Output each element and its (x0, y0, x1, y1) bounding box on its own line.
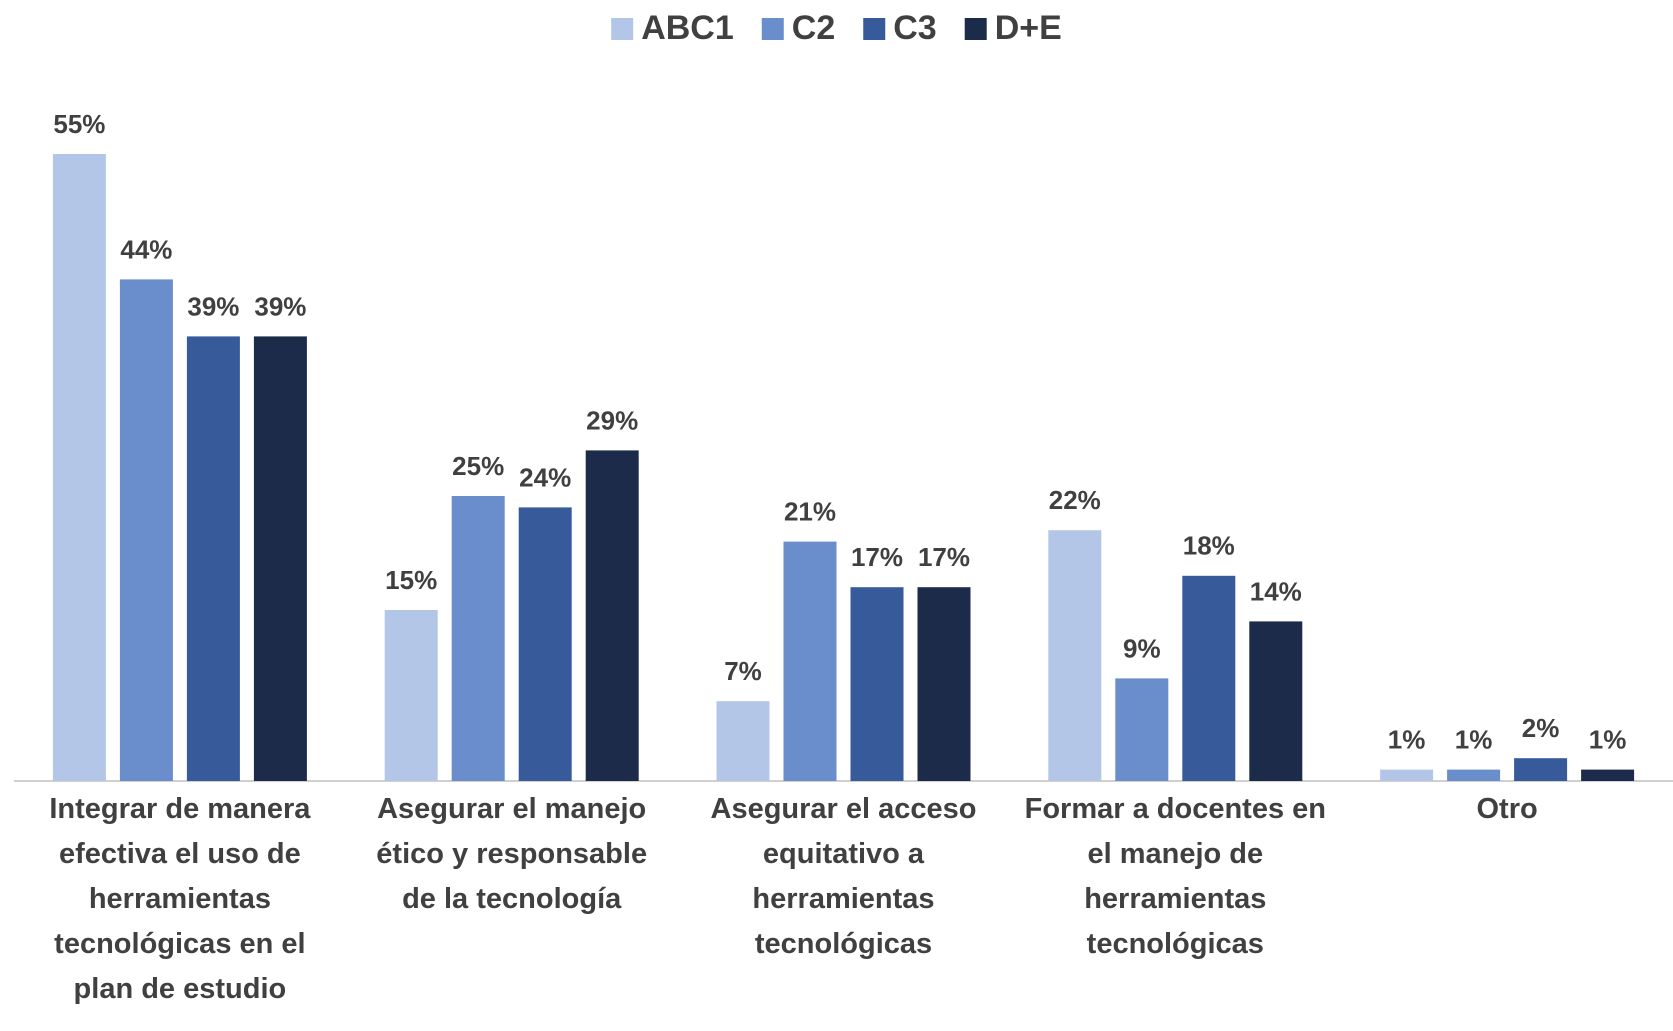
bar (1048, 530, 1102, 781)
bar (1447, 769, 1501, 781)
data-label: 18% (1183, 531, 1235, 561)
legend-label: ABC1 (641, 9, 734, 47)
bar (1115, 678, 1169, 781)
legend-swatch (611, 18, 634, 40)
data-label: 24% (519, 462, 571, 492)
bar (384, 610, 438, 781)
x-tick-label: Formar a docentes en el manejo de herram… (1024, 793, 1326, 960)
bar (917, 587, 971, 781)
bar (186, 336, 240, 781)
bar (52, 154, 106, 781)
data-label: 55% (53, 109, 105, 139)
legend-swatch (863, 18, 886, 40)
data-label: 21% (784, 496, 836, 526)
data-label: 1% (1589, 724, 1627, 754)
bar (1581, 769, 1635, 781)
data-label: 15% (385, 565, 437, 595)
bar (1380, 769, 1434, 781)
data-label: 39% (254, 291, 306, 321)
x-tick-label: Otro (1476, 793, 1538, 825)
data-label: 44% (120, 234, 172, 264)
bar (585, 450, 639, 781)
data-label: 25% (452, 451, 504, 481)
legend-label: C3 (893, 9, 936, 47)
data-label: 1% (1455, 724, 1493, 754)
bar (451, 496, 505, 781)
data-label: 22% (1049, 485, 1101, 515)
data-label: 14% (1250, 576, 1302, 606)
bar (783, 541, 837, 781)
bar (518, 507, 572, 781)
bar (253, 336, 307, 781)
legend-swatch (761, 18, 784, 40)
data-label: 2% (1522, 713, 1560, 743)
bar (716, 701, 770, 781)
bar (1514, 758, 1568, 781)
data-label: 17% (851, 542, 903, 572)
x-tick-label: Asegurar el acceso equitativo a herramie… (710, 793, 977, 960)
legend-label: C2 (792, 9, 835, 47)
bar (850, 587, 904, 781)
data-label: 9% (1123, 633, 1161, 663)
legend-label: D+E (995, 9, 1062, 47)
bar (119, 279, 173, 781)
data-label: 1% (1388, 724, 1426, 754)
data-label: 29% (586, 405, 638, 435)
bar (1182, 575, 1236, 781)
x-tick-label: Asegurar el manejo ético y responsable d… (376, 793, 648, 915)
data-label: 7% (724, 656, 762, 686)
x-tick-label: Integrar de manera efectiva el uso de he… (49, 793, 311, 1005)
legend-swatch (964, 18, 987, 40)
data-label: 39% (187, 291, 239, 321)
data-label: 17% (918, 542, 970, 572)
bar (1249, 621, 1303, 781)
